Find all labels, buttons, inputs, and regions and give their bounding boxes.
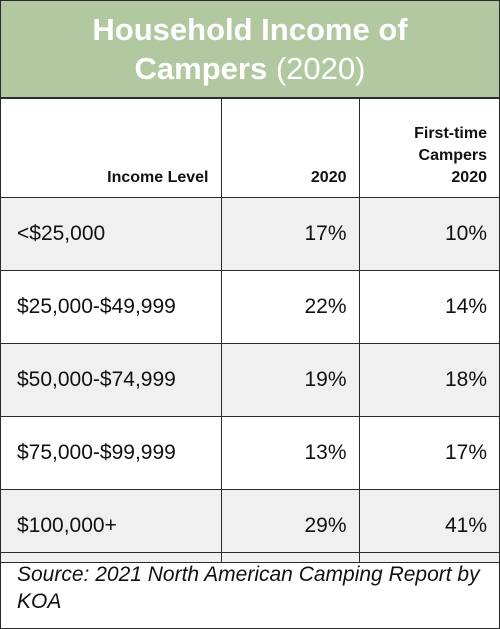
value-first-time-cell: 41% bbox=[358, 489, 499, 563]
income-table: Income Level 2020 First-time Campers 2020 … bbox=[1, 98, 499, 563]
header-first-time-campers-2020: First-time Campers 2020 bbox=[358, 98, 499, 198]
value-first-time-cell: 17% bbox=[358, 416, 499, 490]
title-line-1: Household Income of bbox=[92, 12, 408, 47]
table-row: $25,000-$49,999 22% 14% bbox=[1, 270, 499, 344]
table-row: $100,000+ 29% 41% bbox=[1, 489, 499, 563]
value-2020-cell: 19% bbox=[220, 343, 360, 417]
table-title: Household Income of Campers (2020) bbox=[1, 1, 499, 98]
income-level-cell: $100,000+ bbox=[1, 489, 222, 563]
title-line-2: Campers (2020) bbox=[134, 51, 366, 86]
table-row: <$25,000 17% 10% bbox=[1, 197, 499, 271]
income-level-cell: $75,000-$99,999 bbox=[1, 416, 222, 490]
title-year: (2020) bbox=[275, 51, 366, 86]
income-level-cell: $25,000-$49,999 bbox=[1, 270, 222, 344]
value-2020-cell: 29% bbox=[220, 489, 360, 563]
income-level-cell: $50,000-$74,999 bbox=[1, 343, 222, 417]
income-level-cell: <$25,000 bbox=[1, 197, 222, 271]
value-first-time-cell: 10% bbox=[358, 197, 499, 271]
value-first-time-cell: 18% bbox=[358, 343, 499, 417]
header-income-level: Income Level bbox=[1, 98, 222, 198]
value-2020-cell: 13% bbox=[220, 416, 360, 490]
table-row: $50,000-$74,999 19% 18% bbox=[1, 343, 499, 417]
source-note: Source: 2021 North American Camping Repo… bbox=[1, 552, 499, 628]
header-row: Income Level 2020 First-time Campers 2020 bbox=[1, 98, 499, 198]
value-2020-cell: 22% bbox=[220, 270, 360, 344]
value-first-time-cell: 14% bbox=[358, 270, 499, 344]
value-2020-cell: 17% bbox=[220, 197, 360, 271]
header-2020: 2020 bbox=[220, 98, 360, 198]
table-row: $75,000-$99,999 13% 17% bbox=[1, 416, 499, 490]
